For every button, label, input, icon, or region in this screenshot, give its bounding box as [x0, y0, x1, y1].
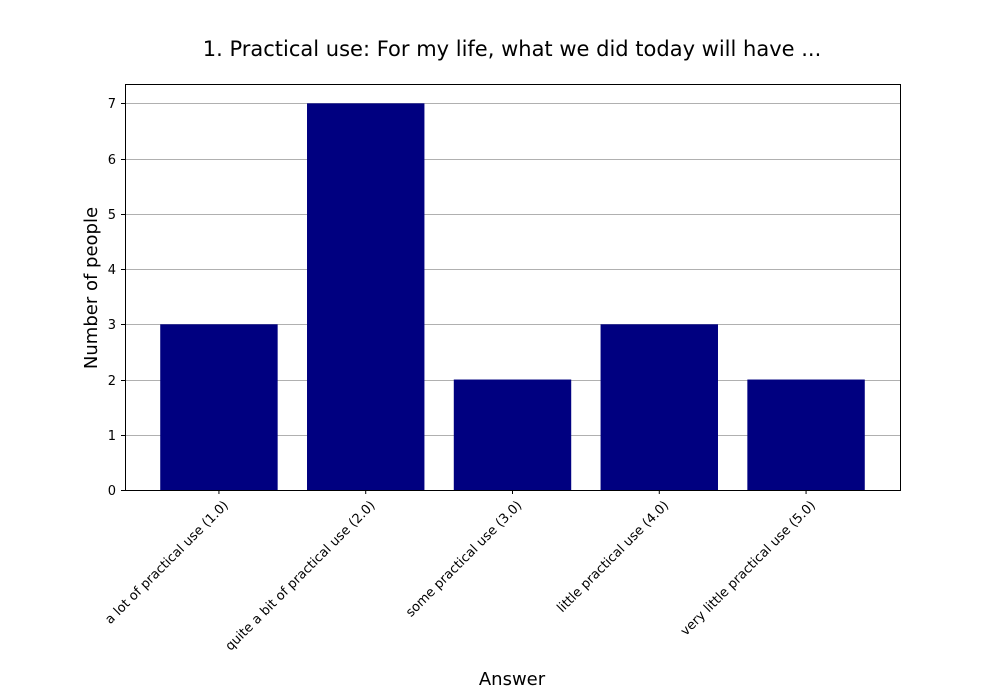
x-axis-label: Answer [479, 669, 546, 690]
y-tick-label: 0 [108, 484, 116, 499]
x-tick-label: a lot of practical use (1.0) [103, 498, 232, 627]
chart-title: 1. Practical use: For my life, what we d… [203, 37, 822, 61]
y-tick-label: 4 [108, 263, 116, 278]
bars [160, 103, 865, 490]
y-tick-label: 1 [108, 429, 116, 444]
bar [160, 324, 278, 490]
bar [600, 324, 718, 490]
y-tick-label: 3 [108, 318, 116, 333]
x-tick-label: some practical use (3.0) [403, 498, 525, 620]
x-tick-label: quite a bit of practical use (2.0) [223, 498, 379, 654]
y-tick-label: 5 [108, 208, 116, 223]
x-tick-label: very little practical use (5.0) [678, 498, 819, 639]
y-axis-label: Number of people [81, 207, 102, 369]
bar [453, 379, 572, 490]
y-tick-label: 2 [108, 374, 116, 389]
bar [747, 379, 865, 490]
x-axis-ticks: a lot of practical use (1.0)quite a bit … [103, 490, 819, 654]
x-tick-label: little practical use (4.0) [554, 498, 672, 616]
y-tick-label: 6 [108, 153, 116, 168]
y-axis-ticks: 0 1 2 3 4 5 6 7 [108, 97, 125, 499]
y-tick-label: 7 [108, 97, 116, 112]
bar [307, 103, 425, 490]
